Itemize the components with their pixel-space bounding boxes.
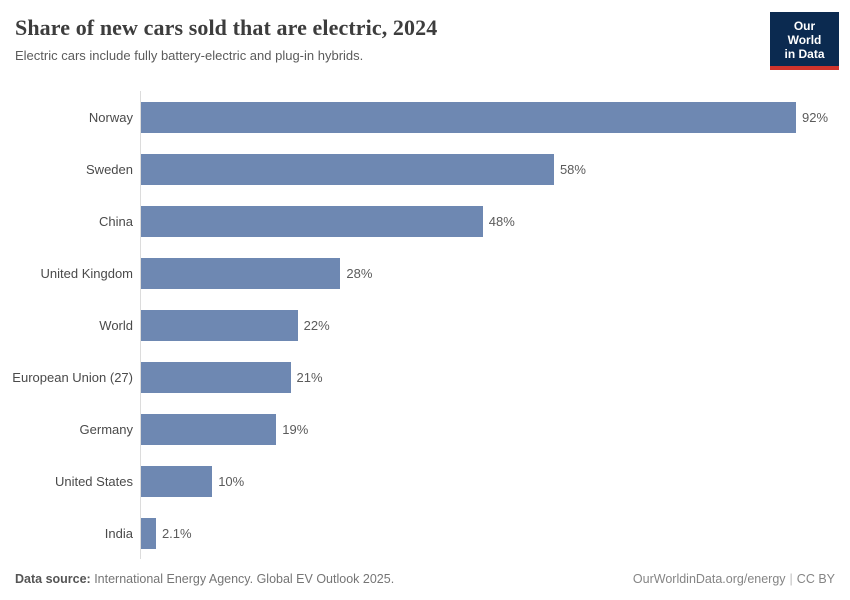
owid-logo-line1: Our World <box>787 19 822 47</box>
category-label: Norway <box>88 109 133 125</box>
value-label: 10% <box>218 473 245 489</box>
chart-row: World 22% <box>0 299 850 351</box>
chart-row: China 48% <box>0 195 850 247</box>
plot-area: 10% <box>140 455 850 507</box>
plot-area: 21% <box>140 351 850 403</box>
bar[interactable] <box>141 153 554 185</box>
chart-footer: Data source: International Energy Agency… <box>0 571 850 600</box>
plot-area: 19% <box>140 403 850 455</box>
license-link[interactable]: CC BY <box>796 572 835 586</box>
chart-subtitle: Electric cars include fully battery-elec… <box>15 48 364 63</box>
plot-area: 58% <box>140 143 850 195</box>
value-label: 92% <box>802 109 829 125</box>
plot-area: 92% <box>140 91 850 143</box>
bar[interactable] <box>141 517 156 549</box>
category-label: Germany <box>79 421 133 437</box>
footer-rights: OurWorldinData.org/energy | CC BY <box>633 571 835 587</box>
category-label: United Kingdom <box>40 265 134 281</box>
chart-row: Sweden 58% <box>0 143 850 195</box>
value-label: 28% <box>346 265 373 281</box>
bar-chart: Norway 92% Sweden 58% China 48% United K… <box>0 91 850 559</box>
chart-header: Share of new cars sold that are electric… <box>0 0 850 70</box>
plot-area: 2.1% <box>140 507 850 559</box>
bar[interactable] <box>141 309 298 341</box>
bar[interactable] <box>141 413 277 445</box>
value-label: 2.1% <box>161 525 192 541</box>
bar[interactable] <box>141 465 213 497</box>
category-label: European Union (27) <box>12 369 133 385</box>
category-label: India <box>104 525 133 541</box>
footer-separator: | <box>789 572 793 586</box>
value-label: 58% <box>559 161 586 177</box>
chart-row: Germany 19% <box>0 403 850 455</box>
owid-logo-line2: in Data <box>784 47 825 61</box>
plot-area: 22% <box>140 299 850 351</box>
chart-row: United Kingdom 28% <box>0 247 850 299</box>
chart-row: India 2.1% <box>0 507 850 559</box>
bar[interactable] <box>141 205 483 237</box>
value-label: 48% <box>488 213 515 229</box>
owid-logo[interactable]: Our World in Data <box>770 12 839 70</box>
chart-row: Norway 92% <box>0 91 850 143</box>
plot-area: 28% <box>140 247 850 299</box>
category-label: World <box>99 317 133 333</box>
chart-row: United States 10% <box>0 455 850 507</box>
owid-url-link[interactable]: OurWorldinData.org/energy <box>632 572 786 586</box>
value-label: 21% <box>296 369 323 385</box>
data-source: Data source: International Energy Agency… <box>15 571 394 587</box>
value-label: 22% <box>303 317 330 333</box>
bar[interactable] <box>141 361 291 393</box>
chart-row: European Union (27) 21% <box>0 351 850 403</box>
bar[interactable] <box>141 101 797 133</box>
data-source-text: International Energy Agency. Global EV O… <box>90 572 395 586</box>
bar[interactable] <box>141 257 341 289</box>
plot-area: 48% <box>140 195 850 247</box>
chart-titles: Share of new cars sold that are electric… <box>15 12 437 64</box>
category-label: Sweden <box>86 161 133 177</box>
value-label: 19% <box>282 421 309 437</box>
category-label: United States <box>54 473 133 489</box>
category-label: China <box>99 213 133 229</box>
chart-title: Share of new cars sold that are electric… <box>15 15 438 40</box>
data-source-label: Data source: <box>15 572 91 586</box>
